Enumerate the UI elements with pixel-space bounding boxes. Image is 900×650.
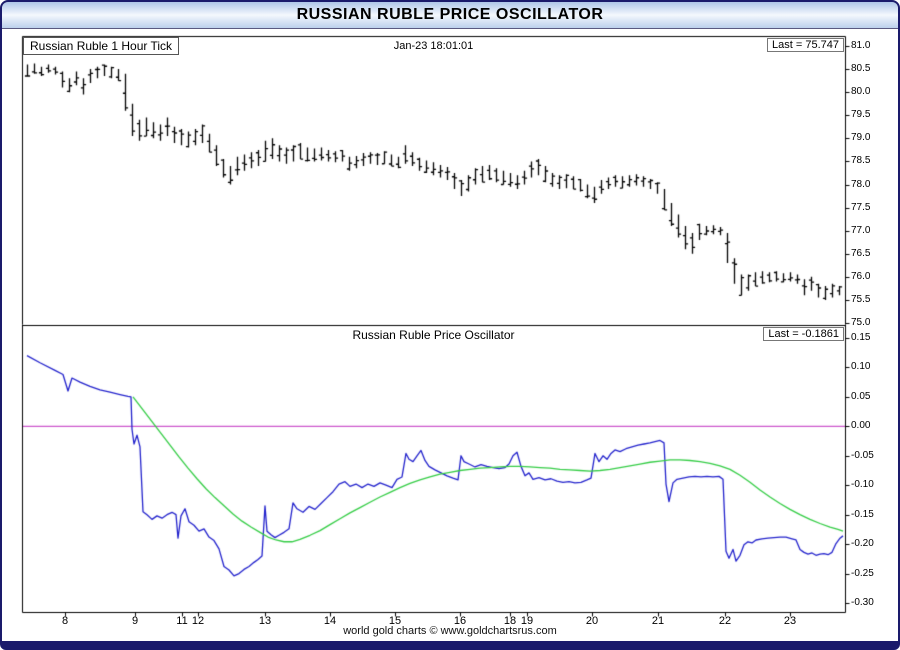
price-y-tick-label: 79.5 bbox=[851, 109, 871, 121]
oscillator-y-tick-label: -0.10 bbox=[851, 479, 874, 491]
price-panel-label: Russian Ruble 1 Hour Tick bbox=[23, 37, 180, 55]
x-tick-label: 12 bbox=[191, 615, 205, 627]
price-y-tick-label: 77.5 bbox=[851, 201, 871, 213]
x-tick-label: 23 bbox=[783, 615, 797, 627]
oscillator-panel-label: Russian Ruble Price Oscillator bbox=[352, 328, 515, 342]
x-tick-label: 11 bbox=[176, 615, 188, 627]
x-tick-label: 19 bbox=[520, 615, 534, 627]
price-y-tick-label: 75.0 bbox=[851, 317, 871, 328]
x-tick-label: 22 bbox=[718, 615, 732, 627]
price-y-tick-label: 75.5 bbox=[851, 293, 871, 305]
price-y-tick-label: 80.0 bbox=[851, 86, 871, 98]
oscillator-last-value: Last = -0.1861 bbox=[763, 327, 844, 341]
price-y-tick-label: 81.0 bbox=[851, 40, 871, 51]
price-last-value: Last = 75.747 bbox=[767, 38, 844, 52]
oscillator-y-tick-label: -0.15 bbox=[851, 508, 874, 520]
x-tick-label: 14 bbox=[323, 615, 337, 627]
x-tick-label: 13 bbox=[258, 615, 272, 627]
price-y-tick-label: 80.5 bbox=[851, 63, 871, 75]
price-y-tick-label: 78.0 bbox=[851, 178, 871, 190]
price-y-tick-label: 79.0 bbox=[851, 132, 871, 144]
price-y-tick-label: 76.5 bbox=[851, 247, 871, 259]
window-title: RUSSIAN RUBLE PRICE OSCILLATOR bbox=[296, 6, 604, 23]
oscillator-y-tick-label: -0.05 bbox=[851, 449, 874, 461]
oscillator-y-tick-label: 0.10 bbox=[851, 361, 871, 373]
price-y-tick-label: 76.0 bbox=[851, 270, 871, 282]
price-timestamp: Jan-23 18:01:01 bbox=[393, 40, 474, 52]
oscillator-y-tick-label: 0.15 bbox=[851, 332, 871, 343]
oscillator-y-tick-label: 0.05 bbox=[851, 390, 871, 402]
x-tick-label: 18 bbox=[503, 615, 517, 627]
x-tick-label: 9 bbox=[131, 615, 139, 627]
price-y-tick-label: 77.0 bbox=[851, 224, 871, 236]
x-tick-label: 8 bbox=[61, 615, 69, 627]
oscillator-y-tick-label: 0.00 bbox=[851, 420, 871, 432]
oscillator-y-tick-label: -0.25 bbox=[851, 567, 874, 579]
oscillator-y-tick-label: -0.30 bbox=[851, 597, 874, 608]
price-y-tick-label: 78.5 bbox=[851, 155, 871, 167]
footer-credit: world gold charts © www.goldchartsrus.co… bbox=[343, 625, 557, 637]
x-tick-label: 16 bbox=[453, 615, 467, 627]
title-bar: RUSSIAN RUBLE PRICE OSCILLATOR bbox=[2, 2, 898, 29]
oscillator-y-tick-label: -0.20 bbox=[851, 538, 874, 550]
x-tick-label: 21 bbox=[651, 615, 665, 627]
x-tick-label: 20 bbox=[585, 615, 599, 627]
x-tick-label: 15 bbox=[388, 615, 402, 627]
